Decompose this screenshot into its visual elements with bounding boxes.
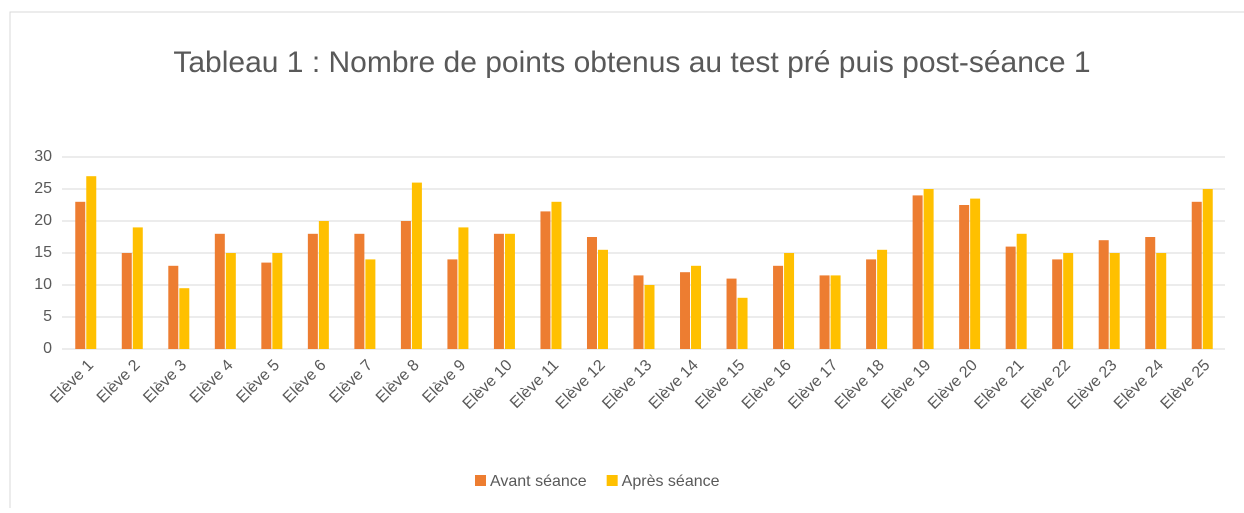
chart-title: Tableau 1 : Nombre de points obtenus au … (173, 46, 1091, 79)
bar (272, 253, 283, 349)
y-tick-label: 15 (34, 244, 52, 261)
x-tick-label: Elève 12 (553, 357, 609, 413)
x-tick-label: Elève 3 (140, 357, 190, 407)
x-tick-label: Elève 24 (1111, 357, 1167, 413)
bar (365, 259, 376, 349)
x-tick-label: Elève 16 (739, 357, 795, 413)
bar (132, 227, 143, 349)
bar (214, 233, 225, 349)
bar (1145, 237, 1156, 349)
bar (400, 221, 411, 349)
bar (1098, 240, 1109, 349)
y-tick-label: 10 (34, 276, 52, 293)
bar (354, 233, 365, 349)
bar (970, 198, 981, 349)
legend-label: Après séance (622, 473, 720, 490)
x-tick-label: Elève 4 (187, 357, 237, 407)
x-tick-label: Elève 21 (971, 357, 1027, 413)
bar (458, 227, 469, 349)
x-tick-label: Elève 17 (785, 357, 841, 413)
bar (784, 253, 795, 349)
bar (225, 253, 236, 349)
bar (447, 259, 458, 349)
bar (644, 285, 655, 349)
bar (504, 233, 515, 349)
bar (633, 275, 644, 349)
bar (830, 275, 841, 349)
x-tick-label: Elève 23 (1064, 357, 1120, 413)
bar (923, 189, 934, 349)
x-tick-label: Elève 11 (507, 357, 562, 412)
bar (691, 265, 702, 349)
bar (493, 233, 504, 349)
bar (121, 253, 132, 349)
bar (737, 297, 748, 349)
bar (75, 201, 86, 349)
bar (411, 182, 422, 349)
bar (1016, 233, 1027, 349)
bar (819, 275, 830, 349)
chart-border (9, 11, 1244, 508)
x-tick-label: Elève 20 (925, 357, 981, 413)
bar (551, 201, 562, 349)
x-tick-label: Elève 14 (646, 357, 702, 413)
x-tick-label: Elève 18 (832, 357, 888, 413)
bar (168, 265, 179, 349)
bar (307, 233, 318, 349)
bar (866, 259, 877, 349)
bar (1109, 253, 1120, 349)
x-tick-label: Elève 1 (47, 357, 97, 407)
bar (877, 249, 888, 349)
bar (726, 278, 737, 349)
bar (540, 211, 551, 349)
bar (597, 249, 608, 349)
bar (1156, 253, 1167, 349)
x-tick-label: Elève 13 (599, 357, 655, 413)
y-tick-label: 20 (34, 212, 52, 229)
x-tick-label: Elève 25 (1158, 357, 1214, 413)
x-tick-label: Elève 8 (373, 357, 423, 407)
bar (773, 265, 784, 349)
bar (179, 288, 190, 349)
bar (86, 176, 97, 349)
bar (261, 262, 272, 349)
x-tick-label: Elève 19 (878, 357, 934, 413)
x-tick-label: Elève 7 (326, 357, 376, 407)
x-tick-label: Elève 5 (233, 357, 283, 407)
x-tick-label: Elève 10 (460, 357, 516, 413)
legend-label: Avant séance (490, 473, 587, 490)
legend-swatch (475, 475, 486, 486)
x-tick-label: Elève 15 (692, 357, 748, 413)
bar (586, 237, 597, 349)
x-tick-label: Elève 22 (1018, 357, 1074, 413)
bar (912, 195, 923, 349)
bar (318, 221, 329, 349)
x-tick-label: Elève 2 (94, 357, 144, 407)
bar (1202, 189, 1213, 349)
y-tick-label: 25 (34, 180, 52, 197)
bar (959, 205, 970, 349)
legend-swatch (606, 475, 618, 486)
y-tick-label: 5 (43, 308, 52, 325)
y-tick-label: 0 (43, 340, 52, 357)
y-tick-label: 30 (34, 148, 52, 165)
bar (1191, 201, 1202, 349)
bar (680, 272, 691, 349)
bar (1063, 253, 1074, 349)
bar (1005, 246, 1016, 349)
bar (1052, 259, 1063, 349)
x-tick-label: Elève 6 (280, 357, 330, 407)
